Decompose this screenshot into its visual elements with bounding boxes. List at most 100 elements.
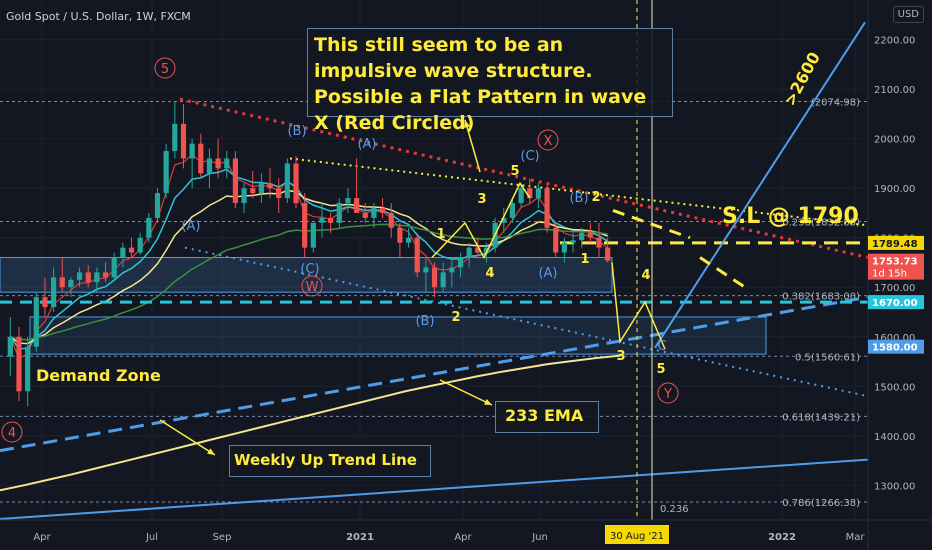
candle-body	[224, 158, 230, 169]
wave-circle	[301, 275, 323, 297]
candle-body	[258, 183, 264, 194]
ema-green	[10, 223, 608, 341]
wave-label: W	[306, 280, 319, 295]
candle-body	[319, 217, 325, 223]
candle-body	[457, 257, 464, 268]
y-tick-label: 2100.00	[874, 85, 915, 96]
candle-body	[276, 188, 282, 199]
candle-body	[189, 143, 195, 159]
candle-body	[33, 297, 39, 347]
y-tick-label: 1700.00	[874, 283, 915, 294]
x-tick-label: 30 Aug '21	[610, 531, 664, 542]
wave-label: 5	[161, 62, 169, 77]
candle-body	[7, 336, 13, 357]
wave-label: 3	[616, 349, 625, 364]
x-tick-label: Jun	[531, 532, 548, 543]
note-arrow	[464, 119, 481, 173]
candle-body	[379, 208, 386, 213]
price-label-box	[868, 253, 924, 280]
price-label: 1753.73	[872, 257, 918, 268]
wave-label: 5	[510, 164, 519, 179]
candle-body	[250, 188, 256, 194]
trend-label-box	[229, 445, 431, 477]
candle-body	[579, 232, 585, 241]
candle-body	[42, 297, 48, 308]
trend-label: Weekly Up Trend Line	[234, 451, 417, 469]
projection-path	[611, 262, 666, 350]
candle-body	[440, 272, 446, 288]
candle-body	[587, 232, 593, 238]
candle-body	[51, 277, 57, 308]
candle-body	[362, 212, 368, 218]
fib-label: 0.5(1560.61)	[795, 352, 860, 363]
wave-circle	[154, 57, 176, 79]
resistance-zone	[0, 257, 613, 293]
ema-label-box	[495, 401, 599, 433]
wave-label: (B)	[569, 191, 588, 206]
price-label-box	[868, 339, 924, 354]
candle-body	[154, 193, 161, 218]
y-tick-label: 1300.00	[874, 481, 915, 492]
wave-label: (A)	[181, 219, 200, 234]
currency-button[interactable]: USD	[892, 6, 924, 23]
candle-body	[544, 188, 550, 228]
candle-body	[605, 247, 611, 261]
candle-body	[16, 336, 22, 392]
ema-label: 233 EMA	[505, 406, 584, 425]
candle-body	[163, 151, 169, 194]
fib-extra-label: 0.236	[660, 504, 689, 515]
wave-label: X	[544, 134, 553, 149]
ema-arrow	[439, 379, 493, 406]
y-tick-label: 1900.00	[874, 184, 915, 195]
candle-body	[94, 272, 100, 283]
countdown-label: 1d 15h	[872, 269, 907, 280]
candle-body	[475, 247, 481, 253]
wave-label: 1	[436, 227, 445, 242]
ema-arrow-head	[484, 398, 492, 405]
candle-body	[137, 237, 143, 253]
candle-body	[345, 198, 351, 204]
projection-dash	[612, 209, 691, 240]
candle-body	[198, 143, 204, 174]
wave-label: (A)	[538, 266, 557, 281]
candle-body	[120, 247, 126, 258]
price-label: 1580.00	[872, 343, 918, 354]
candle-body	[206, 158, 213, 174]
x-tick-label: Jul	[145, 532, 158, 543]
wave-label: C	[657, 339, 666, 354]
candle-body	[76, 272, 83, 280]
price-label-box	[868, 295, 924, 310]
wave-label: Y	[663, 387, 672, 402]
candle-body	[535, 188, 542, 199]
x-tick-label: Apr	[454, 532, 472, 543]
candle-body	[232, 158, 239, 204]
y-tick-label: 2200.00	[874, 36, 915, 47]
candle-body	[328, 217, 334, 223]
fib-levels: (2074.98) 0.236(1832.85) 0.382(1683.00) 0.5…	[0, 98, 868, 515]
ema-233-line	[0, 354, 621, 492]
candle-body	[180, 123, 187, 159]
candle-body	[509, 203, 516, 218]
yellow-dotted-line	[289, 157, 869, 227]
candle-body	[284, 163, 290, 199]
wave-label: (B)	[287, 124, 306, 139]
wave-label: 4	[8, 426, 16, 441]
candle-body	[449, 267, 455, 273]
indicator-lines	[0, 21, 869, 521]
candle-body	[388, 212, 394, 228]
x-tick-label: Apr	[33, 532, 51, 543]
x-tick-label: Mar	[846, 532, 866, 543]
x-tick-label: 2022	[768, 532, 796, 543]
trend-arrow	[159, 419, 216, 456]
candle-body	[527, 188, 533, 199]
candle-body	[293, 163, 299, 204]
candle-body	[128, 247, 135, 253]
candle-body	[172, 123, 178, 152]
main-note-box	[307, 28, 673, 117]
y-tick-label: 1400.00	[874, 432, 915, 443]
wave-label: (C)	[300, 262, 319, 277]
candle-body	[397, 227, 403, 243]
ema-red	[9, 154, 609, 360]
resistance-line	[179, 97, 869, 259]
